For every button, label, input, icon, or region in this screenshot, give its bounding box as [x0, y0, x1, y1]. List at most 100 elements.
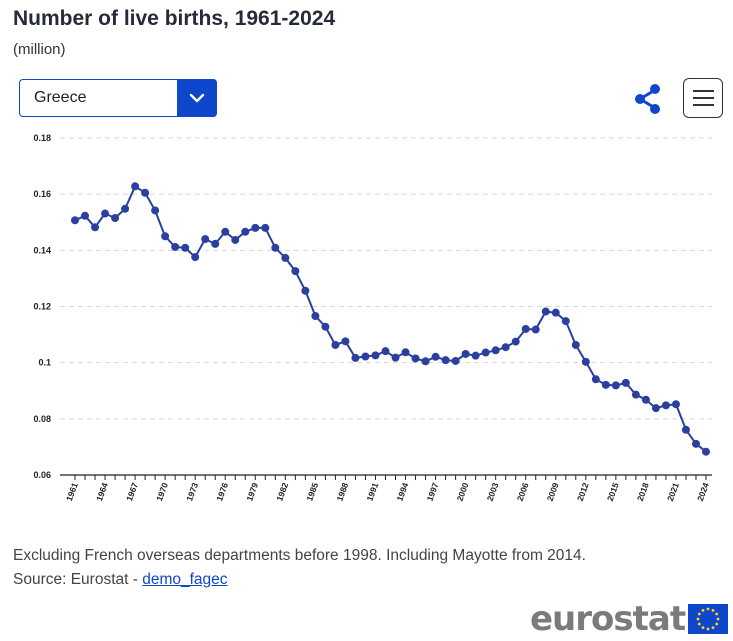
- data-point[interactable]: [401, 348, 410, 357]
- data-point[interactable]: [491, 346, 500, 355]
- data-point[interactable]: [681, 425, 690, 434]
- x-tick-label: 2003: [485, 481, 501, 502]
- data-point[interactable]: [191, 253, 200, 262]
- dataset-link[interactable]: demo_fagec: [142, 571, 228, 588]
- data-point[interactable]: [621, 378, 630, 387]
- data-point[interactable]: [591, 375, 600, 384]
- data-point[interactable]: [231, 235, 240, 244]
- data-point[interactable]: [251, 223, 260, 232]
- data-point[interactable]: [551, 308, 560, 317]
- x-tick-label: 1988: [334, 481, 350, 502]
- source-prefix: Source: Eurostat -: [13, 571, 143, 588]
- data-point[interactable]: [691, 439, 700, 448]
- eu-star: [711, 608, 715, 612]
- data-point[interactable]: [311, 312, 320, 321]
- data-point[interactable]: [151, 206, 160, 215]
- data-point[interactable]: [511, 337, 520, 346]
- eu-star: [715, 612, 719, 616]
- country-select[interactable]: Greece: [19, 79, 217, 117]
- data-point[interactable]: [181, 243, 190, 252]
- x-tick-label: 2006: [515, 481, 531, 502]
- data-point[interactable]: [702, 447, 710, 456]
- data-point[interactable]: [531, 325, 540, 334]
- data-point[interactable]: [371, 351, 380, 360]
- data-point[interactable]: [651, 404, 660, 413]
- data-point[interactable]: [561, 317, 570, 326]
- data-point[interactable]: [501, 343, 510, 352]
- data-point[interactable]: [241, 227, 250, 236]
- data-point[interactable]: [91, 223, 100, 232]
- x-tick-label: 2009: [545, 481, 561, 502]
- x-tick-label: 1964: [94, 481, 110, 502]
- data-point[interactable]: [221, 227, 230, 236]
- share-icon[interactable]: [632, 83, 664, 115]
- x-tick-label: 1970: [154, 481, 170, 502]
- y-tick-label: 0.14: [33, 245, 51, 255]
- data-point[interactable]: [281, 253, 290, 262]
- data-point[interactable]: [81, 211, 90, 220]
- y-tick-label: 0.16: [33, 189, 51, 199]
- eu-star: [701, 608, 705, 612]
- data-point[interactable]: [331, 340, 340, 349]
- data-point[interactable]: [211, 239, 220, 248]
- eu-star: [698, 612, 701, 616]
- data-point[interactable]: [291, 267, 300, 276]
- data-point[interactable]: [541, 307, 550, 316]
- data-point[interactable]: [351, 353, 360, 362]
- data-point[interactable]: [421, 357, 430, 366]
- data-point[interactable]: [581, 357, 590, 366]
- data-point[interactable]: [321, 322, 330, 331]
- x-tick-label: 1976: [214, 481, 230, 502]
- data-point[interactable]: [461, 349, 470, 358]
- data-point[interactable]: [611, 381, 620, 390]
- data-point[interactable]: [141, 188, 150, 197]
- chevron-down-icon[interactable]: [177, 79, 217, 117]
- data-point[interactable]: [301, 286, 310, 295]
- x-tick-label: 1991: [364, 481, 380, 502]
- data-point[interactable]: [481, 348, 490, 357]
- data-point[interactable]: [271, 243, 280, 252]
- data-point[interactable]: [381, 347, 390, 356]
- data-point[interactable]: [431, 352, 440, 361]
- data-point[interactable]: [601, 380, 610, 389]
- data-point[interactable]: [361, 352, 370, 361]
- data-point[interactable]: [101, 209, 110, 218]
- data-point[interactable]: [571, 340, 580, 349]
- data-point[interactable]: [391, 353, 400, 362]
- hamburger-menu-icon[interactable]: [683, 78, 723, 118]
- chart-title: Number of live births, 1961-2024: [13, 7, 336, 30]
- eurostat-logo: eurostat: [530, 599, 729, 639]
- logo-text: eurostat: [530, 599, 686, 639]
- data-point[interactable]: [671, 400, 680, 409]
- data-point[interactable]: [441, 356, 450, 365]
- y-tick-label: 0.06: [33, 470, 51, 480]
- data-point[interactable]: [451, 356, 460, 365]
- data-point[interactable]: [111, 214, 120, 223]
- line-chart: 0.06 0.08 0.1 0.12 0.14 0.16 0.18 1961 1964 1967 1…: [33, 133, 712, 502]
- data-point[interactable]: [161, 232, 170, 241]
- x-tick-label: 1961: [64, 481, 80, 502]
- x-tick-label: 1985: [304, 481, 320, 502]
- data-point[interactable]: [641, 395, 650, 404]
- data-point[interactable]: [201, 235, 210, 244]
- x-tick-label: 1973: [184, 481, 200, 502]
- data-point[interactable]: [261, 223, 270, 232]
- data-point[interactable]: [661, 401, 670, 410]
- x-tick-label: 1994: [395, 481, 411, 502]
- data-point[interactable]: [521, 324, 530, 333]
- x-tick-label: 1979: [244, 481, 260, 502]
- x-tick-label: 2000: [455, 481, 471, 502]
- y-tick-label: 0.18: [33, 133, 51, 143]
- x-tick-label: 2012: [575, 481, 591, 502]
- data-point[interactable]: [131, 182, 140, 191]
- data-point[interactable]: [631, 390, 640, 399]
- data-point[interactable]: [121, 204, 130, 213]
- data-point[interactable]: [471, 351, 480, 360]
- data-point[interactable]: [411, 354, 420, 363]
- data-point[interactable]: [341, 337, 350, 346]
- data-point[interactable]: [171, 242, 180, 251]
- x-tick-label: 1967: [124, 481, 140, 502]
- footnote: Excluding French overseas departments be…: [13, 547, 586, 564]
- x-tick-label: 1997: [425, 481, 441, 502]
- data-point[interactable]: [71, 216, 79, 225]
